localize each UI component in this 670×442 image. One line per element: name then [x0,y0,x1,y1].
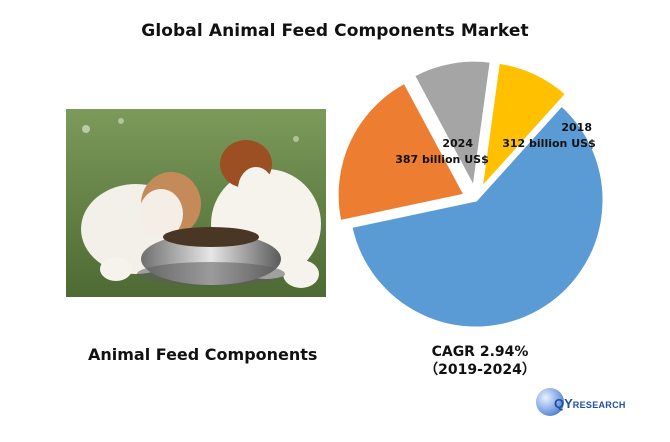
cagr-label: CAGR 2.94% （2019-2024） [400,343,560,379]
annotation-value: 387 billion US$ [395,153,488,166]
logo-globe-icon [536,388,564,416]
pie-slice [349,102,606,330]
annotation-year: 2018 [561,121,592,134]
puppies-eating-photo [66,109,326,297]
logo-text: QYRESEARCH [554,396,626,411]
chart-title: Global Animal Feed Components Market [141,21,529,41]
cagr-period: （2019-2024） [424,362,536,378]
pie-slice [335,80,468,224]
annotation-year: 2024 [442,137,473,150]
pie-slice [411,58,493,193]
pie-slice [478,60,569,194]
annotation-value: 312 billion US$ [502,137,595,150]
qyresearch-logo: QYRESEARCH [536,388,646,418]
cagr-value: CAGR 2.94% [431,344,529,360]
photo-illustration [66,109,326,297]
product-label: Animal Feed Components [88,345,318,364]
